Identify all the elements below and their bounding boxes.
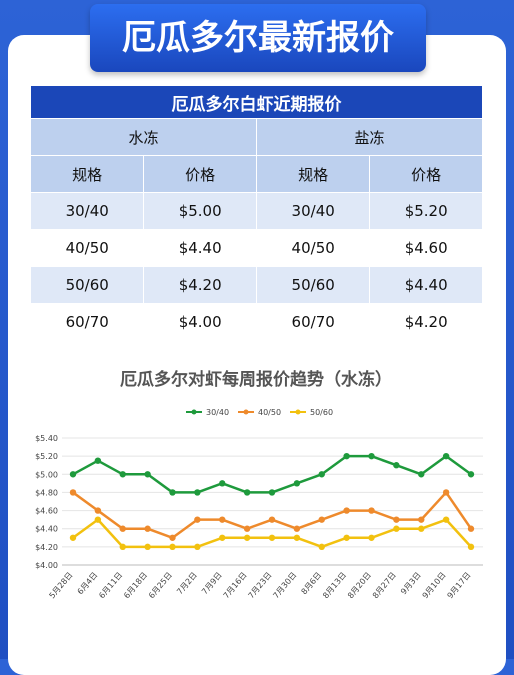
data-point	[318, 543, 325, 551]
data-point	[194, 543, 201, 551]
cell: $4.40	[143, 229, 257, 267]
cell: 60/70	[255, 303, 371, 341]
data-point	[467, 471, 475, 478]
column-header: 价格	[143, 155, 257, 193]
data-point	[393, 516, 400, 523]
y-tick-label: $5.00	[35, 470, 58, 479]
data-point	[69, 471, 77, 478]
column-header: 规格	[29, 155, 145, 193]
column-header: 规格	[255, 155, 371, 193]
table-title: 厄瓜多尔白虾近期报价	[30, 85, 483, 119]
data-point	[219, 480, 226, 487]
data-point	[393, 462, 400, 469]
cell: $4.20	[143, 266, 257, 304]
y-tick-label: $4.00	[35, 561, 58, 570]
data-point	[393, 525, 400, 532]
data-point	[293, 534, 301, 541]
data-point	[343, 507, 350, 514]
legend-label: 30/40	[206, 408, 229, 417]
data-point	[94, 507, 102, 514]
data-point	[119, 525, 126, 532]
cell: 60/70	[29, 303, 145, 341]
legend-marker	[191, 409, 197, 415]
price-table: 厄瓜多尔白虾近期报价 水冻 盐冻 规格 价格 规格 价格 30/40 $5.00 30/40…	[29, 85, 484, 341]
data-point	[169, 534, 176, 541]
data-point	[418, 525, 425, 532]
y-tick-label: $5.40	[35, 434, 58, 443]
banner-title: 厄瓜多尔最新报价	[90, 4, 426, 72]
y-tick-label: $4.20	[35, 543, 58, 552]
data-point	[368, 452, 375, 460]
chart-title: 厄瓜多尔对虾每周报价趋势（水冻）	[120, 369, 392, 390]
data-point	[318, 516, 325, 523]
cell: $4.20	[369, 303, 483, 341]
y-tick-label: $5.20	[35, 452, 58, 461]
chart: 厄瓜多尔对虾每周报价趋势（水冻） $4.00 $4.20 $4.40 $4.60 $4.…	[30, 350, 483, 642]
data-point	[268, 516, 276, 523]
data-point	[343, 452, 350, 460]
data-point	[268, 534, 276, 541]
data-point	[219, 516, 226, 523]
data-point	[243, 489, 251, 496]
data-point	[94, 516, 102, 523]
data-point	[467, 543, 475, 551]
legend-marker	[243, 409, 249, 415]
y-tick-label: $4.40	[35, 525, 58, 534]
data-point	[169, 543, 176, 551]
data-point	[442, 489, 450, 496]
data-point	[343, 534, 350, 541]
data-point	[119, 543, 126, 551]
y-tick-label: $4.60	[35, 507, 58, 516]
cell: 40/50	[255, 229, 371, 267]
legend-label: 50/60	[310, 408, 333, 417]
group: 盐冻	[255, 118, 484, 156]
data-point	[243, 525, 251, 532]
row: 40/50 $4.40 40/50 $4.60	[29, 229, 483, 267]
cell: 50/60	[29, 266, 145, 304]
data-point	[293, 525, 301, 532]
y-tick-label: $4.80	[35, 488, 58, 497]
data-point	[219, 534, 226, 541]
cell: 30/40	[255, 192, 371, 230]
data-point	[194, 489, 201, 496]
data-point	[94, 457, 102, 464]
page: 厄瓜多尔最新报价 厄瓜多尔白虾近期报价 水冻 盐冻 规格 价格 规格 价格 30/40 $…	[0, 0, 514, 659]
data-point	[268, 489, 276, 496]
data-point	[293, 480, 301, 487]
cell: 30/40	[29, 192, 145, 230]
column-header: 价格	[369, 155, 483, 193]
data-point	[144, 471, 151, 478]
legend-marker	[295, 409, 301, 415]
data-point	[418, 471, 425, 478]
data-point	[243, 534, 251, 541]
cell: $5.20	[369, 192, 483, 230]
cell: 50/60	[255, 266, 371, 304]
data-point	[368, 507, 375, 514]
cell: $4.40	[369, 266, 483, 304]
row: 30/40 $5.00 30/40 $5.20	[29, 192, 483, 230]
data-point	[169, 489, 176, 496]
data-point	[144, 543, 151, 551]
row: 50/60 $4.20 50/60 $4.40	[29, 266, 483, 304]
row: 60/70 $4.00 60/70 $4.20	[29, 303, 483, 341]
data-point	[144, 525, 151, 532]
data-point	[442, 516, 450, 523]
data-point	[119, 471, 126, 478]
data-point	[368, 534, 375, 541]
data-point	[442, 452, 450, 460]
data-point	[418, 516, 425, 523]
data-point	[69, 534, 77, 541]
chart-bg	[30, 350, 483, 642]
data-point	[467, 525, 475, 532]
cell: $5.00	[143, 192, 257, 230]
cell: $4.00	[143, 303, 257, 341]
data-point	[194, 516, 201, 523]
data-point	[69, 489, 77, 496]
data-point	[318, 471, 325, 478]
legend-label: 40/50	[258, 408, 281, 417]
